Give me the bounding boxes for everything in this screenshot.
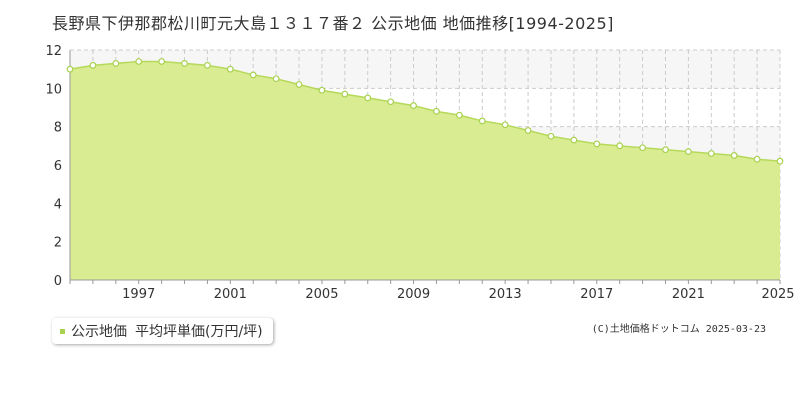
data-point — [730, 152, 738, 159]
x-tick-label: 2009 — [397, 287, 430, 302]
data-point — [707, 150, 715, 157]
legend-swatch — [60, 328, 65, 334]
chart-axes — [69, 50, 781, 284]
data-point — [639, 144, 646, 152]
data-point — [433, 107, 440, 115]
data-point — [66, 65, 74, 73]
data-point — [295, 81, 303, 88]
y-tick-label: 2 — [54, 236, 62, 251]
data-point — [684, 148, 692, 155]
chart-points — [66, 58, 784, 165]
x-tick-label: 1997 — [122, 287, 155, 302]
legend: 公示地価 平均坪単価(万円/坪) — [52, 318, 273, 344]
legend-series-name: 公示地価 — [71, 324, 127, 340]
x-tick-label: 2021 — [672, 287, 705, 302]
data-point — [341, 90, 349, 98]
data-point — [364, 94, 372, 102]
data-point — [226, 65, 234, 73]
data-point — [249, 71, 257, 79]
data-point — [158, 58, 166, 65]
data-point — [455, 111, 463, 119]
data-point — [181, 60, 188, 67]
data-point — [524, 127, 532, 134]
x-axis-labels: 1997 2001 2005 2009 2013 2017 2021 2025 — [122, 287, 794, 302]
y-tick-label: 0 — [54, 274, 62, 289]
x-tick-label: 2013 — [489, 287, 522, 302]
data-point — [662, 146, 669, 154]
x-tick-label: 2005 — [305, 287, 338, 302]
data-point — [776, 157, 784, 165]
chart-area-layer — [69, 60, 781, 280]
data-point — [478, 117, 486, 125]
data-point — [547, 132, 555, 140]
copyright: (C)土地価格ドットコム 2025-03-23 — [591, 324, 766, 335]
y-tick-label: 6 — [54, 159, 62, 174]
data-point — [593, 140, 601, 148]
x-tick-label: 2001 — [214, 287, 247, 302]
data-point — [318, 86, 326, 94]
x-tick-label: 2017 — [580, 287, 613, 302]
y-tick-label: 10 — [45, 82, 62, 97]
data-point — [387, 98, 395, 106]
y-axis-labels: 0 2 4 6 8 10 12 — [45, 44, 62, 289]
legend-metric: 平均坪単価(万円/坪) — [135, 324, 263, 340]
data-point — [410, 102, 417, 109]
data-point — [570, 136, 578, 144]
x-tick-label: 2025 — [761, 287, 794, 302]
data-point — [204, 61, 211, 69]
data-point — [112, 60, 120, 67]
chart-title: 長野県下伊那郡松川町元大島１３１７番２ 公示地価 地価推移[1994-2025] — [52, 14, 614, 33]
y-tick-label: 8 — [54, 121, 62, 136]
series-area — [70, 61, 780, 280]
y-tick-label: 12 — [45, 44, 62, 59]
data-point — [272, 75, 280, 83]
data-point — [89, 61, 97, 69]
data-point — [135, 58, 143, 65]
data-point — [501, 121, 509, 129]
series-line — [69, 60, 781, 162]
data-point — [616, 142, 624, 150]
y-tick-label: 4 — [54, 197, 62, 212]
data-point — [753, 155, 761, 163]
